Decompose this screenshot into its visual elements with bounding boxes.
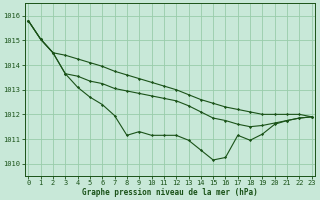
- X-axis label: Graphe pression niveau de la mer (hPa): Graphe pression niveau de la mer (hPa): [82, 188, 258, 197]
